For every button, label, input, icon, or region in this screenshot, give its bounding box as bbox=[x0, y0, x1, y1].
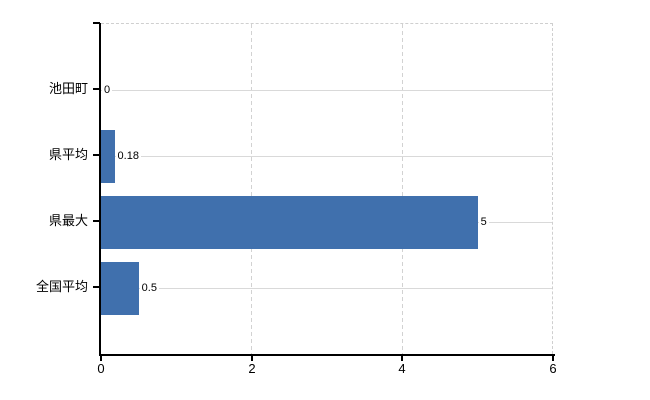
plot-area: 0 0.18 5 0.5 bbox=[101, 23, 553, 354]
bar bbox=[101, 130, 115, 183]
x-tick-label: 0 bbox=[97, 361, 105, 376]
y-axis-tick bbox=[93, 154, 100, 156]
value-label: 0.18 bbox=[115, 149, 141, 163]
x-axis-tick bbox=[552, 356, 554, 361]
y-axis-tick bbox=[93, 22, 100, 24]
x-tick-label: 4 bbox=[398, 361, 406, 376]
gridline-x4 bbox=[402, 24, 403, 354]
value-label: 5 bbox=[478, 215, 489, 229]
y-axis-tick bbox=[93, 88, 100, 90]
category-gridline bbox=[101, 288, 552, 289]
category-label-ikedacho: 池田町 bbox=[48, 81, 88, 96]
y-axis-line bbox=[99, 23, 101, 356]
category-gridline bbox=[101, 90, 552, 91]
value-label: 0.5 bbox=[139, 281, 159, 295]
category-gridline bbox=[101, 156, 552, 157]
x-tick-label: 2 bbox=[248, 361, 256, 376]
x-axis-line bbox=[99, 354, 555, 356]
bar bbox=[101, 196, 478, 249]
x-tick-label: 6 bbox=[549, 361, 557, 376]
x-axis-tick bbox=[251, 356, 253, 361]
category-label-ken-saidai: 県最大 bbox=[48, 213, 88, 228]
y-axis-tick bbox=[93, 286, 100, 288]
x-axis-tick bbox=[100, 356, 102, 361]
category-label-ken-heikin: 県平均 bbox=[48, 147, 88, 162]
value-label: 0 bbox=[102, 83, 113, 97]
category-label-zenkoku-heikin: 全国平均 bbox=[35, 279, 88, 294]
y-axis-tick bbox=[93, 220, 100, 222]
x-axis-tick bbox=[401, 356, 403, 361]
gridline-x2 bbox=[251, 24, 252, 354]
bar bbox=[101, 262, 139, 315]
